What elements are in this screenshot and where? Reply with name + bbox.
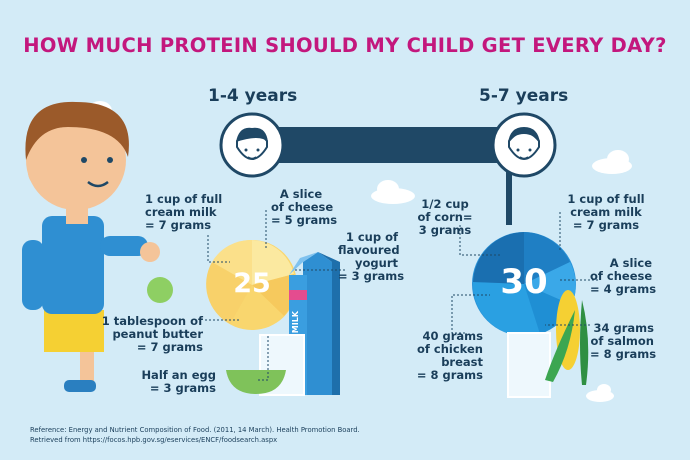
label-cheese-5-7: A slice of cheese = 4 grams	[590, 256, 657, 296]
label-corn-5-7: 1/2 cup of corn= 3 grams	[417, 197, 473, 237]
connector-line-right	[506, 155, 512, 225]
label-egg-1-4: Half an egg = 3 grams	[141, 368, 216, 395]
milk-glass-icon	[507, 332, 551, 398]
green-ball	[147, 277, 173, 303]
cloud-icon	[586, 384, 614, 402]
age-label-1-4: 1-4 years	[208, 86, 298, 106]
child-head-icon-right	[491, 112, 557, 178]
egg-bowl-icon	[226, 370, 286, 394]
age-label-5-7: 5-7 years	[479, 86, 569, 106]
pie-total-5-7: 30	[500, 262, 548, 302]
label-yogurt-1-4: 1 cup of flavoured yogurt = 3 grams	[338, 230, 405, 283]
boy-illustration	[22, 101, 160, 392]
connector-bar	[270, 127, 500, 163]
leader-lines	[205, 210, 598, 381]
label-cheese-1-4: A slice of cheese = 5 grams	[271, 187, 338, 227]
cloud-icon	[371, 180, 415, 204]
corn-icon	[545, 290, 589, 385]
label-milk-5-7: 1 cup of full cream milk = 7 grams	[567, 192, 645, 232]
label-salmon-5-7: 34 grams of salmon = 8 grams	[590, 321, 657, 361]
child-head-icon-left	[219, 112, 285, 178]
milk-carton-label: MILK	[291, 311, 300, 334]
reference-note: Reference: Energy and Nutrient Compositi…	[30, 426, 360, 444]
label-peanut-butter-1-4: 1 tablespoon of peanut butter = 7 grams	[101, 314, 203, 354]
pie-total-1-4: 25	[233, 268, 271, 299]
protein-pie-5-7-years	[472, 232, 576, 337]
cloud-icon	[592, 150, 632, 174]
label-milk-1-4: 1 cup of full cream milk = 7 grams	[145, 192, 223, 232]
page-title: HOW MUCH PROTEIN SHOULD MY CHILD GET EVE…	[23, 34, 667, 57]
label-chicken-5-7: 40 grams of chicken breast = 8 grams	[416, 329, 483, 382]
